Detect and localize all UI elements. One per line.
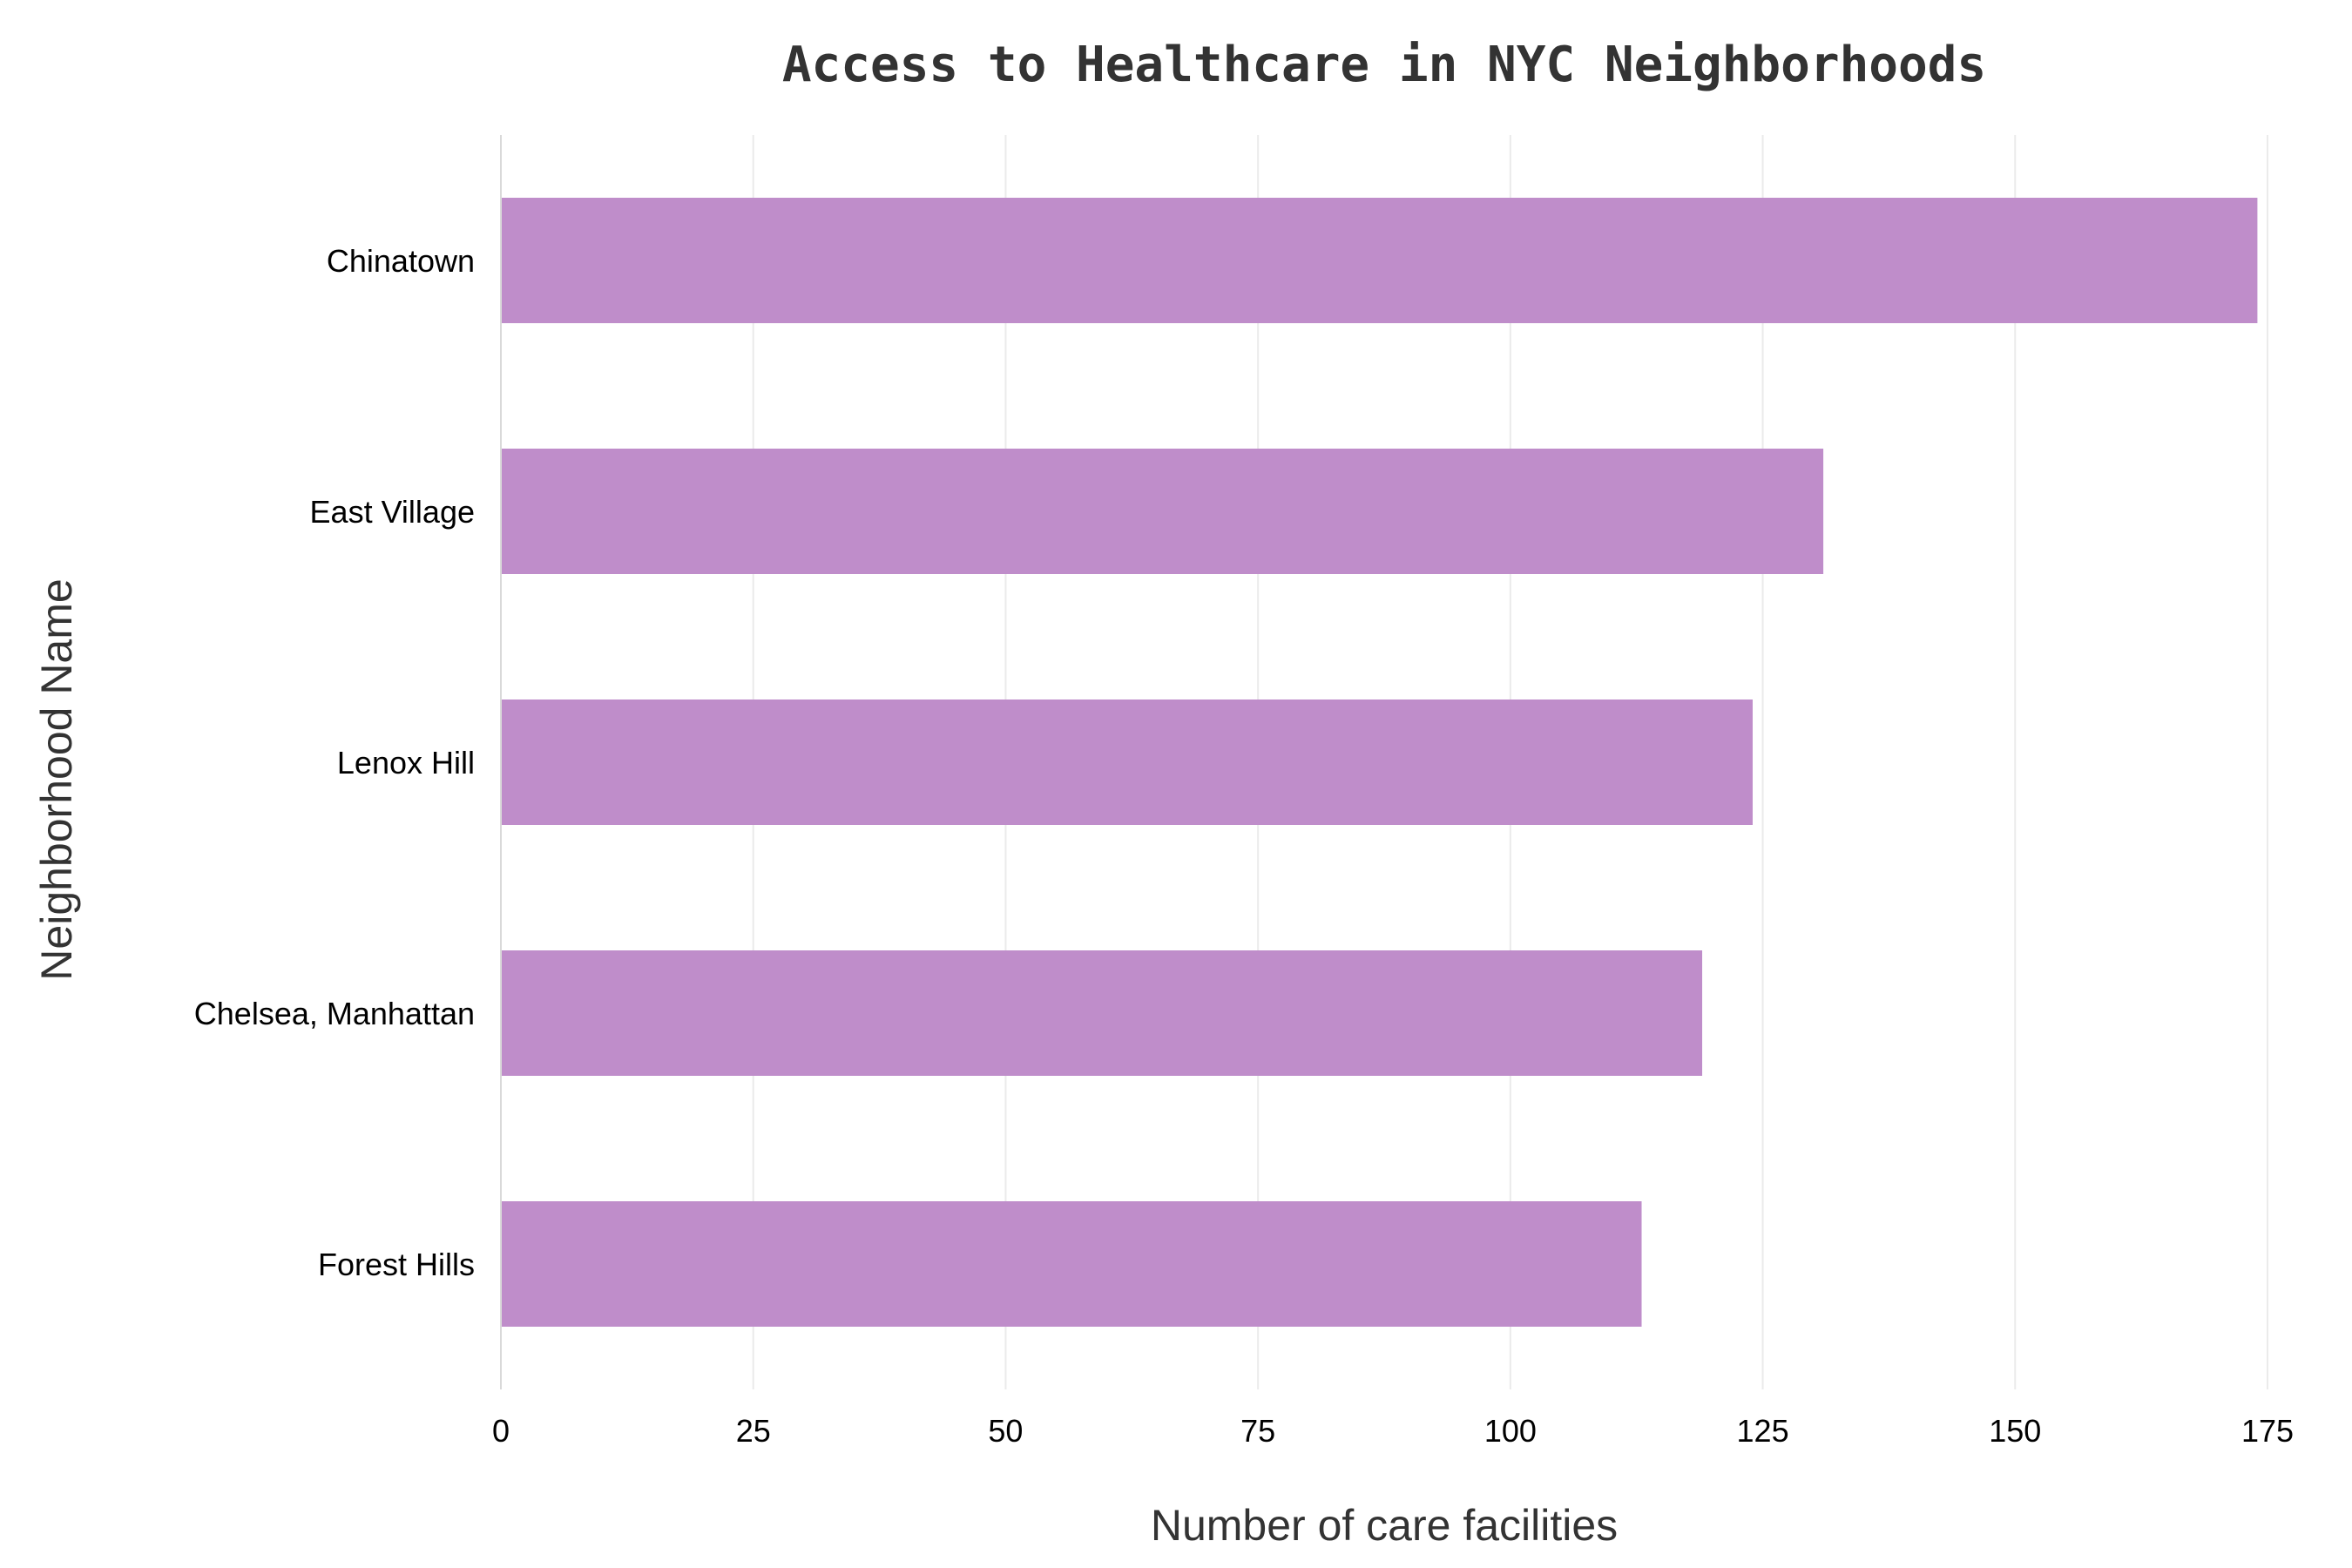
y-tick-labels: Chinatown East Village Lenox Hill Chelsea, … xyxy=(194,243,475,1282)
x-tick-label: 150 xyxy=(1989,1413,2041,1449)
bar xyxy=(501,1201,1642,1327)
x-axis-label: Number of care facilities xyxy=(1151,1501,1618,1550)
x-tick-label: 75 xyxy=(1240,1413,1275,1449)
x-tick-label: 175 xyxy=(2241,1413,2294,1449)
chart-title: Access to Healthcare in NYC Neighborhood… xyxy=(782,37,1986,93)
x-tick-label: 0 xyxy=(492,1413,510,1449)
bars xyxy=(501,198,2258,1327)
bar xyxy=(501,950,1703,1076)
bar xyxy=(501,449,1824,574)
bar xyxy=(501,198,2258,323)
y-axis-label: Neighborhood Name xyxy=(32,578,81,980)
y-tick-label: Chelsea, Manhattan xyxy=(194,996,475,1031)
y-tick-label: East Village xyxy=(310,494,475,530)
y-tick-label: Lenox Hill xyxy=(337,745,475,781)
x-tick-label: 50 xyxy=(988,1413,1023,1449)
x-tick-label: 25 xyxy=(736,1413,771,1449)
bar xyxy=(501,700,1753,825)
x-tick-label: 125 xyxy=(1737,1413,1789,1449)
x-tick-labels: 0 25 50 75 100 125 150 175 xyxy=(492,1413,2294,1449)
y-tick-label: Chinatown xyxy=(327,243,475,279)
x-tick-label: 100 xyxy=(1484,1413,1537,1449)
y-tick-label: Forest Hills xyxy=(318,1247,475,1282)
